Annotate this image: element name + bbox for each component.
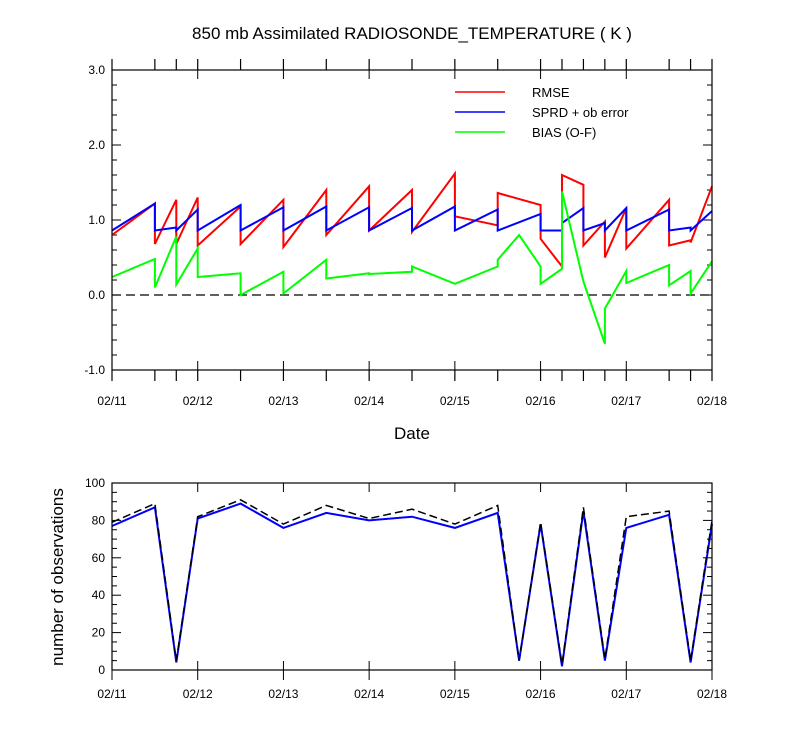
top-ticks — [111, 59, 713, 381]
y-tick-label: 60 — [92, 551, 106, 565]
legend-sprd-label: SPRD + ob error — [532, 105, 629, 120]
series-line-total — [111, 498, 713, 665]
y-tick-label: 100 — [85, 476, 105, 490]
y-tick-label: 0 — [98, 663, 105, 677]
y-tick-label: 3.0 — [88, 63, 105, 77]
x-tick-label: 02/15 — [440, 687, 470, 701]
top-plot-frame — [111, 69, 713, 371]
series-line-sprd-ob-error — [111, 201, 713, 234]
x-tick-label: 02/16 — [526, 687, 556, 701]
x-tick-label: 02/13 — [268, 394, 298, 408]
x-tick-label: 02/16 — [526, 394, 556, 408]
bottom-series — [111, 498, 713, 667]
x-tick-label: 02/11 — [97, 687, 126, 701]
y-tick-label: 40 — [92, 588, 106, 602]
x-tick-label: 02/13 — [268, 687, 298, 701]
x-tick-label: 02/12 — [183, 687, 213, 701]
legend-rmse-label: RMSE — [532, 85, 570, 100]
y-tick-label: 20 — [92, 626, 106, 640]
bottom-x-tick-labels: 02/11 02/12 02/13 02/14 02/15 02/16 02/17 02/18 — [97, 687, 727, 701]
y-tick-label: -1.0 — [84, 363, 105, 377]
x-tick-label: 02/14 — [354, 687, 384, 701]
x-tick-label: 02/14 — [354, 394, 384, 408]
x-tick-label: 02/11 — [97, 394, 126, 408]
x-tick-label: 02/15 — [440, 394, 470, 408]
chart-title: 850 mb Assimilated RADIOSONDE_TEMPERATUR… — [192, 24, 632, 43]
y-tick-label: 80 — [92, 513, 106, 527]
y-tick-label: 1.0 — [88, 213, 105, 227]
top-x-tick-labels: 02/11 02/12 02/13 02/14 02/15 02/16 02/17 02/18 — [97, 394, 727, 408]
bottom-y-tick-labels: 0 20 40 60 80 100 — [85, 476, 105, 677]
bottom-plot-frame — [111, 482, 713, 671]
top-series — [111, 170, 713, 345]
x-tick-label: 02/17 — [611, 687, 641, 701]
bottom-ticks — [111, 482, 713, 680]
top-y-tick-labels: -1.0 0.0 1.0 2.0 3.0 — [84, 63, 105, 377]
x-tick-label: 02/12 — [183, 394, 213, 408]
legend-bias-label: BIAS (O-F) — [532, 125, 596, 140]
x-tick-label: 02/18 — [697, 687, 727, 701]
x-axis-title: Date — [394, 424, 430, 443]
top-panel: 850 mb Assimilated RADIOSONDE_TEMPERATUR… — [84, 24, 727, 443]
y-tick-label: 0.0 — [88, 288, 105, 302]
series-line-assimilated — [111, 502, 713, 667]
y-tick-label: 2.0 — [88, 138, 105, 152]
y-axis-title-observations: number of observations — [48, 488, 67, 666]
series-line-bias-o-f — [111, 191, 713, 345]
x-tick-label: 02/18 — [697, 394, 727, 408]
legend: RMSE SPRD + ob error BIAS (O-F) — [455, 85, 629, 140]
x-tick-label: 02/17 — [611, 394, 641, 408]
